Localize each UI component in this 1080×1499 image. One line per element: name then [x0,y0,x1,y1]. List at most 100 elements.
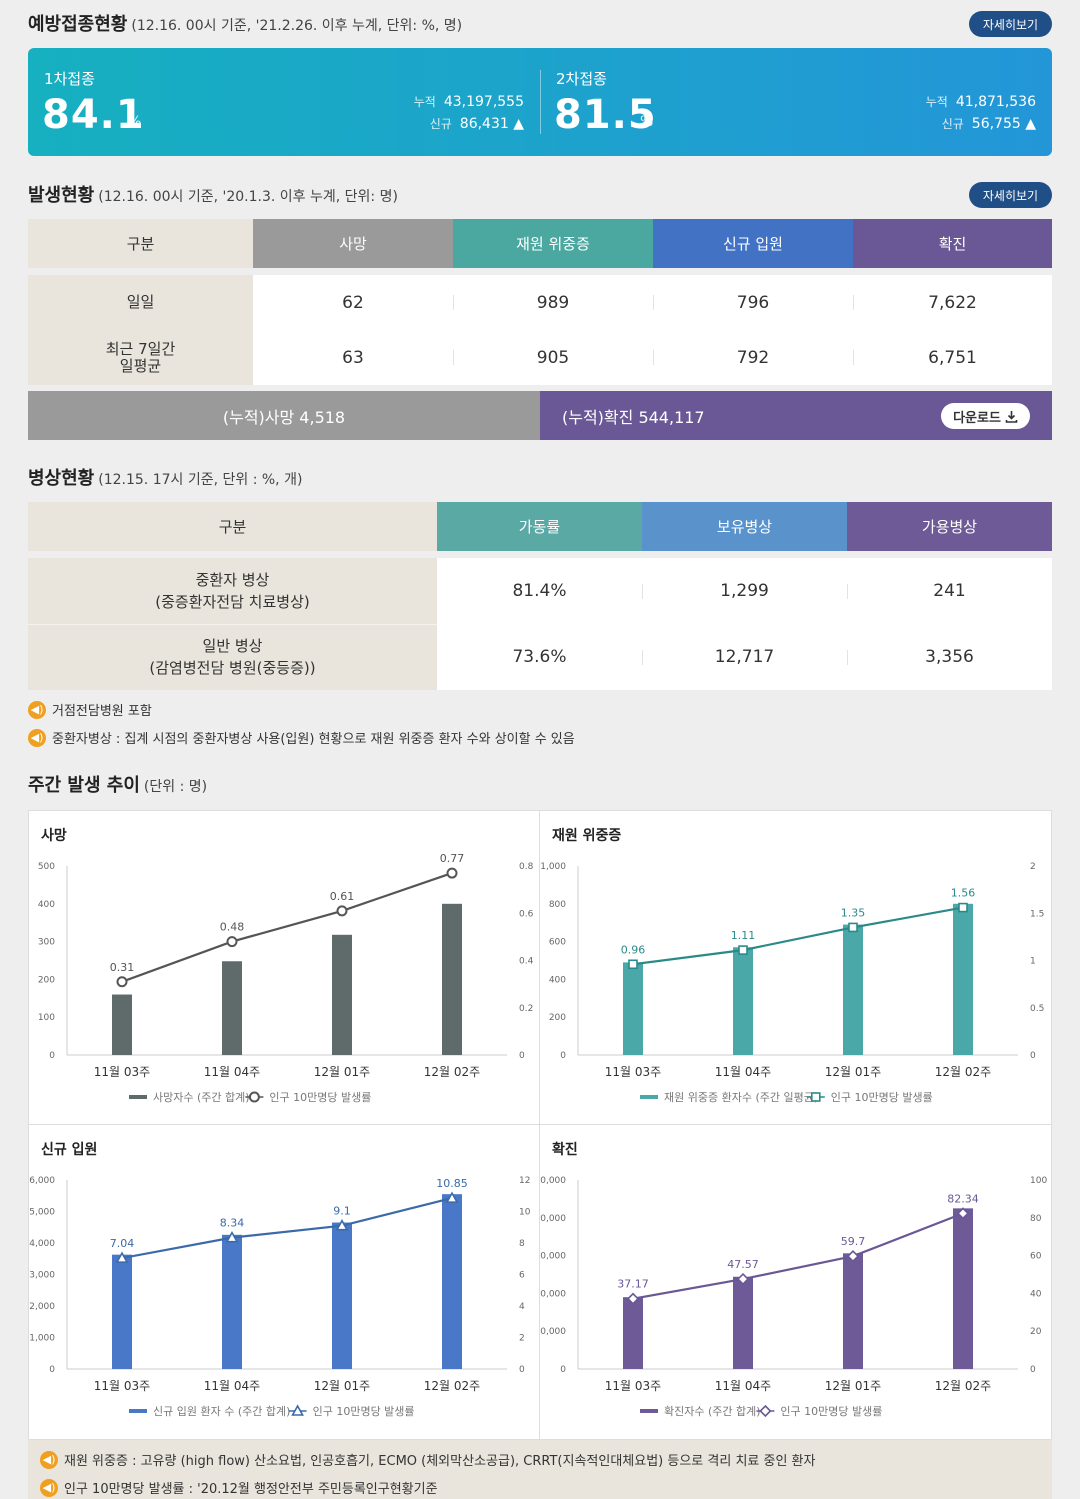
occ-row-label: 최근 7일간 일평균 [28,330,253,385]
weekly-notes: ◀) 재원 위중증 : 고유량 (high flow) 산소요법, 인공호흡기, … [28,1440,1052,1499]
beds-row-divider [28,624,437,625]
rate-line [632,906,964,966]
beds-cell: 81.4% [512,581,567,601]
chart-panel-2: 신규 입원 0 1,000 2,000 3,000 4,000 5,000 6,000 0 2 4 6… [29,1125,540,1439]
vaccination-subtitle: (12.16. 00시 기준, '21.2.26. 이후 누계, 단위: %, … [131,18,463,34]
legend-line-label: 인구 10만명당 발생률 [780,1405,882,1418]
occurrence-title: 발생현황 (12.16. 00시 기준, '20.1.3. 이후 누계, 단위: … [28,181,398,207]
y-left-tick-label: 1,000 [540,862,566,872]
y-right-tick-label: 8 [519,1239,525,1249]
legend-bar-label: 사망자수 (주간 합계) [153,1091,250,1104]
occ-cell: 62 [342,292,364,313]
chart-svg: 0 200 400 600 800 1,000 0 0.5 1 1.5 2 11월 03주 11월 04… [540,862,1044,1104]
bar [112,994,132,1055]
occ-cell: 989 [536,292,570,313]
y-left-tick-label: 0 [560,1051,566,1061]
line-point [628,959,638,970]
weekly-heading: 주간 발생 추이 [28,775,140,796]
occ-body-bg [253,275,1052,385]
first-dose-new: 신규 86,431 ▲ [430,115,524,132]
y-right-tick-label: 0 [519,1051,525,1061]
beds-note-2-text: 중환자병상 : 집계 시점의 중환자병상 사용(입원) 현황으로 재원 위중증 … [52,732,575,747]
bar [112,1254,132,1369]
line-point [738,945,748,955]
first-new-label: 신규 [429,117,452,131]
bar [332,1222,352,1369]
second-dose-label: 2차접종 [556,70,607,88]
data-label: 59.7 [841,1235,866,1248]
bar [843,924,863,1055]
occ-header-3: 신규 입원 [653,219,853,268]
occ-cell-divider [853,350,854,365]
line-point [736,1272,750,1286]
first-dose-cumulative: 누적 43,197,555 [414,93,524,110]
occurrence-subtitle: (12.16. 00시 기준, '20.1.3. 이후 누계, 단위: 명) [98,189,398,205]
chart-title: 사망 [41,828,67,844]
beds-cell: 1,299 [720,581,769,601]
bar [442,1194,462,1369]
beds-note-1-text: 거점전담병원 포함 [52,704,152,719]
speaker-icon: ◀) [40,1478,58,1497]
occ-cell: 6,751 [928,347,977,368]
legend-bar-swatch [129,1095,147,1099]
y-left-tick-label: 500 [38,862,55,872]
download-icon [1005,410,1018,423]
y-left-tick-label: 400 [549,975,566,985]
y-right-tick-label: 4 [519,1302,525,1312]
line-point [626,1292,640,1305]
data-label: 10.85 [436,1177,468,1190]
x-tick-label: 11월 03주 [605,1379,661,1393]
beds-cell-divider [847,650,848,665]
download-button[interactable]: 다운로드 [941,403,1030,429]
data-label: 0.77 [440,852,465,865]
x-tick-label: 12월 02주 [424,1379,480,1393]
y-left-tick-label: 0 [560,1365,566,1375]
line-point [956,1207,970,1220]
line-point [846,1250,860,1263]
y-right-tick-label: 10 [519,1208,531,1218]
first-dose-label: 1차접종 [44,70,95,88]
y-right-tick-label: 100 [1030,1176,1047,1186]
legend-bar-label: 신규 입원 환자 수 (주간 합계) [153,1405,290,1418]
weekly-title: 주간 발생 추이 (단위 : 명) [28,771,207,797]
second-dose-cumulative: 누적 41,871,536 [926,93,1036,110]
legend-bar-swatch [129,1409,147,1413]
y-left-tick-label: 20,000 [540,1289,566,1299]
y-right-tick-label: 0.5 [1030,1004,1044,1014]
legend-bar-label: 확진자수 (주간 합계) [664,1405,761,1418]
data-label: 82.34 [947,1192,979,1205]
beds-cell: 241 [933,581,966,601]
x-tick-label: 11월 04주 [715,1379,771,1393]
line-point [115,1251,129,1263]
second-dose-block: 2차접종 81.5 % 누적 41,871,536 신규 56,755 ▲ [540,48,1052,156]
occ-cell-divider [853,295,854,310]
second-dose-new: 신규 56,755 ▲ [942,115,1036,132]
data-label: 37.17 [617,1278,649,1291]
y-left-tick-label: 300 [38,938,55,948]
y-right-tick-label: 0 [1030,1051,1036,1061]
data-label: 0.61 [330,890,355,903]
y-right-tick-label: 0 [1030,1365,1036,1375]
line-point [445,1191,459,1203]
y-right-tick-label: 0.2 [519,1004,533,1014]
data-label: 1.35 [841,906,866,919]
vaccination-divider [540,70,541,134]
chart-title: 재원 위중증 [552,828,622,844]
data-label: 1.56 [951,887,976,900]
vaccination-detail-button[interactable]: 자세히보기 [969,11,1052,37]
download-label: 다운로드 [953,410,1001,426]
first-dose-unit: % [128,114,142,130]
weekly-note-2: ◀) 인구 10만명당 발생률 : '20.12월 행정안전부 주민등록인구현황기… [40,1478,438,1497]
line-point [759,1404,772,1418]
occurrence-detail-button[interactable]: 자세히보기 [969,182,1052,208]
y-left-tick-label: 100 [38,1013,55,1023]
x-tick-label: 11월 03주 [94,1065,150,1079]
line-point [335,1219,349,1231]
chart-panel-3: 확진 0 10,000 20,000 30,000 40,000 50,000 0 20 40 60… [540,1125,1051,1439]
occ-header-2: 재원 위중증 [453,219,653,268]
speaker-icon: ◀) [28,728,46,747]
x-tick-label: 11월 04주 [204,1379,260,1393]
second-dose-unit: % [640,114,654,130]
beds-row-label: 중환자 병상 (중증환자전담 치료병상) [28,558,437,624]
x-tick-label: 11월 03주 [605,1065,661,1079]
